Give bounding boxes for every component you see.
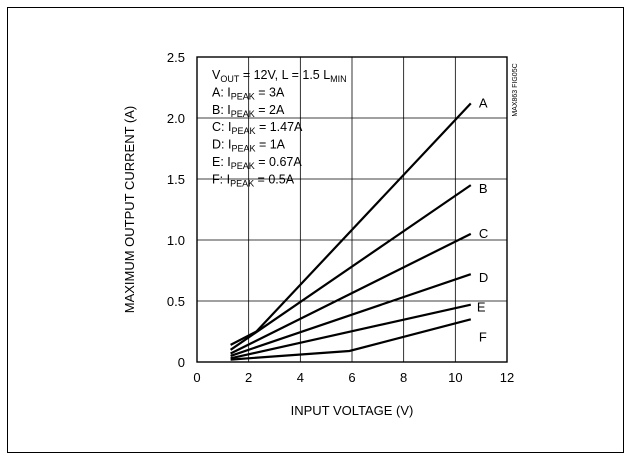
series-line-e (230, 303, 472, 360)
plot-area (196, 56, 508, 363)
legend-entry: B: IPEAK = 2A (212, 103, 285, 119)
legend-entry: D: IPEAK = 1A (212, 138, 286, 154)
figure-frame (7, 7, 624, 453)
series-end-labels: A B C DEF (477, 95, 488, 344)
legend-entry: E: IPEAK = 0.67A (212, 155, 302, 171)
legend-entry: F: IPEAK = 0.5A (212, 172, 295, 188)
legend-entry: C: IPEAK = 1.47A (212, 120, 303, 136)
x-tick-label: 0 (193, 370, 200, 385)
series-label-f: F (479, 329, 487, 344)
series-label-e: E (477, 300, 486, 315)
series-label-a: A (479, 95, 488, 110)
series-line-c (230, 232, 472, 355)
series-label-c: C (479, 226, 488, 241)
series-label-b: B (479, 181, 488, 196)
grid-lines (197, 57, 507, 362)
y-tick-label: 0.5 (167, 294, 185, 309)
legend-entry: A: IPEAK = 3A (212, 85, 285, 101)
y-tick-label: 0 (178, 355, 185, 370)
y-axis-label: MAXIMUM OUTPUT CURRENT (A) (122, 106, 137, 314)
figure-id: MAX863 FIG05C (512, 63, 519, 116)
series-line-d (230, 273, 472, 357)
x-tick-label: 8 (400, 370, 407, 385)
x-tick-label: 10 (448, 370, 462, 385)
x-tick-label: 6 (348, 370, 355, 385)
x-axis-label: INPUT VOLTAGE (V) (291, 403, 414, 418)
y-tick-label: 2.5 (167, 50, 185, 65)
y-tick-label: 1.0 (167, 233, 185, 248)
legend-entry: VOUT = 12V, L = 1.5 LMIN (212, 68, 347, 84)
series-line-f (230, 318, 472, 361)
series-line-b (229, 184, 472, 351)
y-tick-label: 2.0 (167, 111, 185, 126)
series-label-d: D (479, 270, 488, 285)
y-tick-label: 1.5 (167, 172, 185, 187)
x-tick-labels: 0 2 4 6 8 10 12 (193, 370, 514, 385)
series-lines (229, 102, 472, 361)
x-tick-label: 2 (245, 370, 252, 385)
x-tick-label: 12 (500, 370, 514, 385)
y-tick-labels: 0 0.5 1.0 1.5 2.0 2.5 (167, 50, 185, 370)
x-tick-label: 4 (297, 370, 304, 385)
